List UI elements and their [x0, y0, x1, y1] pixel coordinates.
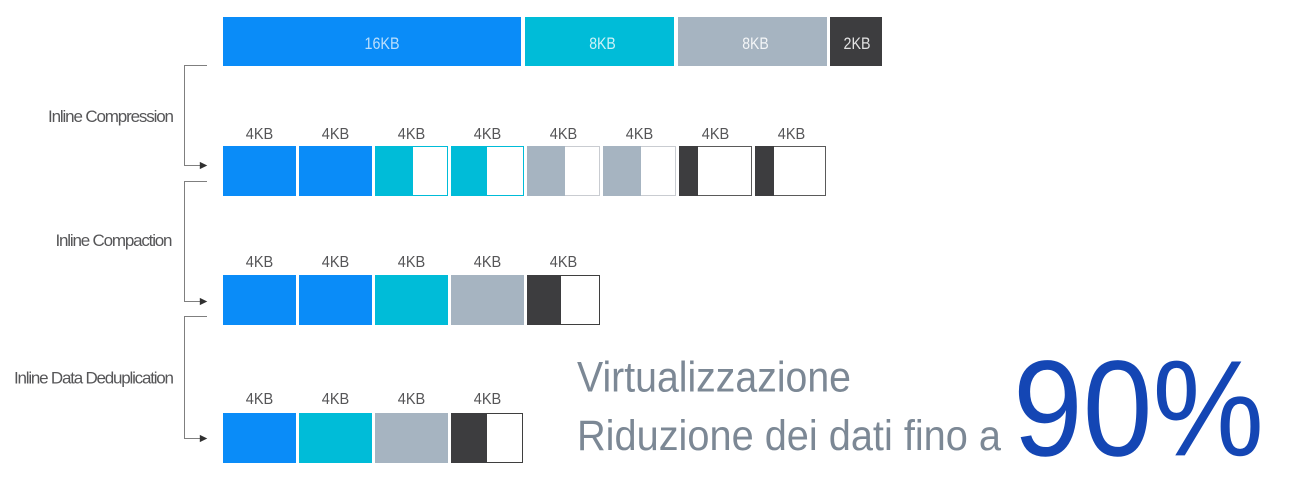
svg-text:4KB: 4KB — [474, 391, 502, 408]
svg-text:4KB: 4KB — [246, 254, 274, 271]
svg-text:4KB: 4KB — [778, 126, 806, 143]
svg-text:2KB: 2KB — [844, 34, 871, 53]
svg-text:4KB: 4KB — [322, 391, 350, 408]
svg-text:4KB: 4KB — [398, 126, 426, 143]
svg-text:4KB: 4KB — [246, 391, 274, 408]
svg-text:Inline Compaction: Inline Compaction — [56, 231, 173, 250]
svg-text:8KB: 8KB — [589, 34, 616, 53]
svg-text:4KB: 4KB — [550, 126, 578, 143]
svg-text:4KB: 4KB — [246, 126, 274, 143]
svg-text:Riduzione dei dati fino a: Riduzione dei dati fino a — [577, 412, 1001, 460]
svg-text:4KB: 4KB — [474, 254, 502, 271]
svg-text:8KB: 8KB — [742, 34, 769, 53]
svg-text:4KB: 4KB — [550, 254, 578, 271]
svg-text:4KB: 4KB — [322, 254, 350, 271]
svg-text:Virtualizzazione: Virtualizzazione — [577, 354, 851, 402]
svg-text:4KB: 4KB — [398, 391, 426, 408]
svg-text:4KB: 4KB — [702, 126, 730, 143]
svg-text:16KB: 16KB — [365, 34, 400, 53]
svg-text:4KB: 4KB — [626, 126, 654, 143]
svg-text:Inline Data Deduplication: Inline Data Deduplication — [14, 369, 174, 388]
svg-text:Inline Compression: Inline Compression — [48, 107, 174, 126]
svg-text:4KB: 4KB — [322, 126, 350, 143]
svg-text:4KB: 4KB — [398, 254, 426, 271]
svg-text:4KB: 4KB — [474, 126, 502, 143]
svg-text:90%: 90% — [1013, 331, 1264, 484]
